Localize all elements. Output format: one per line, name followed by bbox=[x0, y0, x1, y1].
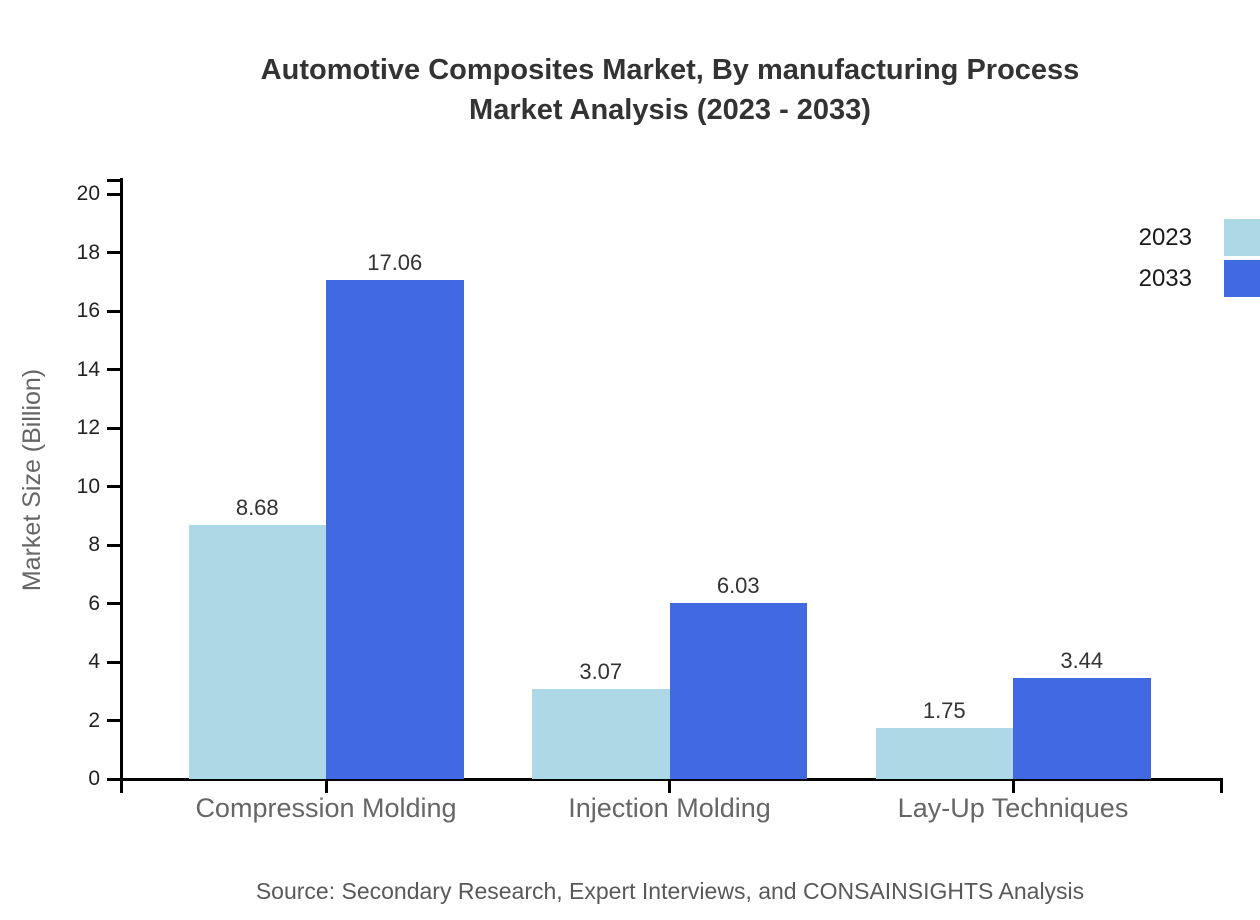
value-label-2023-compression-molding: 8.68 bbox=[235, 495, 279, 521]
value-label-2023-injection-molding: 3.07 bbox=[579, 659, 623, 685]
x-axis-line bbox=[107, 777, 1221, 781]
y-tick-label: 4 bbox=[88, 650, 100, 673]
value-label-2033-injection-molding: 6.03 bbox=[716, 572, 760, 598]
y-tick-label: 8 bbox=[88, 533, 100, 556]
bar-2023-injection-molding bbox=[532, 689, 670, 779]
y-tick bbox=[107, 660, 121, 664]
y-axis-title: Market Size (Billion) bbox=[18, 368, 46, 592]
y-tick bbox=[107, 777, 121, 781]
value-label-2033-lay-up-techniques: 3.44 bbox=[1060, 648, 1104, 674]
y-tick bbox=[107, 251, 121, 254]
legend-swatch-2033 bbox=[1224, 260, 1260, 297]
y-tick-label: 20 bbox=[76, 182, 100, 205]
bar-2023-lay-up-techniques bbox=[875, 727, 1013, 779]
y-tick-label: 16 bbox=[76, 299, 100, 322]
y-tick-label: 10 bbox=[76, 474, 100, 498]
bar-2023-compression-molding bbox=[188, 525, 326, 779]
y-tick-label: 6 bbox=[88, 591, 100, 615]
bar-2033-compression-molding bbox=[326, 279, 464, 779]
y-tick bbox=[107, 485, 121, 488]
y-axis-endcap-tick bbox=[107, 178, 121, 182]
y-tick bbox=[107, 543, 121, 547]
category-label-injection-molding: Injection Molding bbox=[568, 793, 771, 823]
category-label-compression-molding: Compression Molding bbox=[195, 793, 457, 823]
category-label-lay-up-techniques: Lay-Up Techniques bbox=[897, 793, 1129, 823]
y-tick-label: 18 bbox=[76, 240, 100, 264]
y-tick-label: 2 bbox=[88, 708, 100, 732]
chart-title-line2: Market Analysis (2023 - 2033) bbox=[469, 94, 871, 126]
x-tick bbox=[1219, 777, 1223, 793]
y-axis-line bbox=[119, 178, 123, 793]
y-tick bbox=[107, 192, 121, 196]
legend-swatch-2023 bbox=[1224, 219, 1260, 256]
y-tick bbox=[107, 309, 121, 313]
bar-2033-lay-up-techniques bbox=[1013, 678, 1151, 779]
y-tick bbox=[107, 602, 121, 605]
y-tick-label: 12 bbox=[76, 416, 100, 439]
value-label-2033-compression-molding: 17.06 bbox=[367, 249, 423, 275]
y-tick-label: 0 bbox=[88, 767, 100, 790]
source-note: Source: Secondary Research, Expert Inter… bbox=[255, 878, 1085, 904]
legend-label-2023: 2023 bbox=[1138, 224, 1192, 251]
value-label-2023-lay-up-techniques: 1.75 bbox=[922, 697, 966, 723]
x-tick bbox=[119, 777, 123, 793]
x-tick bbox=[324, 777, 328, 793]
y-tick bbox=[107, 719, 121, 722]
y-tick bbox=[107, 426, 121, 430]
y-tick-label: 14 bbox=[76, 357, 100, 381]
chart-title: Automotive Composites Market, By manufac… bbox=[120, 50, 1220, 130]
bar-2033-injection-molding bbox=[669, 602, 807, 779]
y-tick bbox=[107, 368, 121, 371]
legend-label-2033: 2033 bbox=[1138, 265, 1192, 292]
x-tick bbox=[668, 777, 671, 793]
x-tick bbox=[1011, 777, 1015, 793]
chart-title-line1: Automotive Composites Market, By manufac… bbox=[260, 54, 1080, 86]
